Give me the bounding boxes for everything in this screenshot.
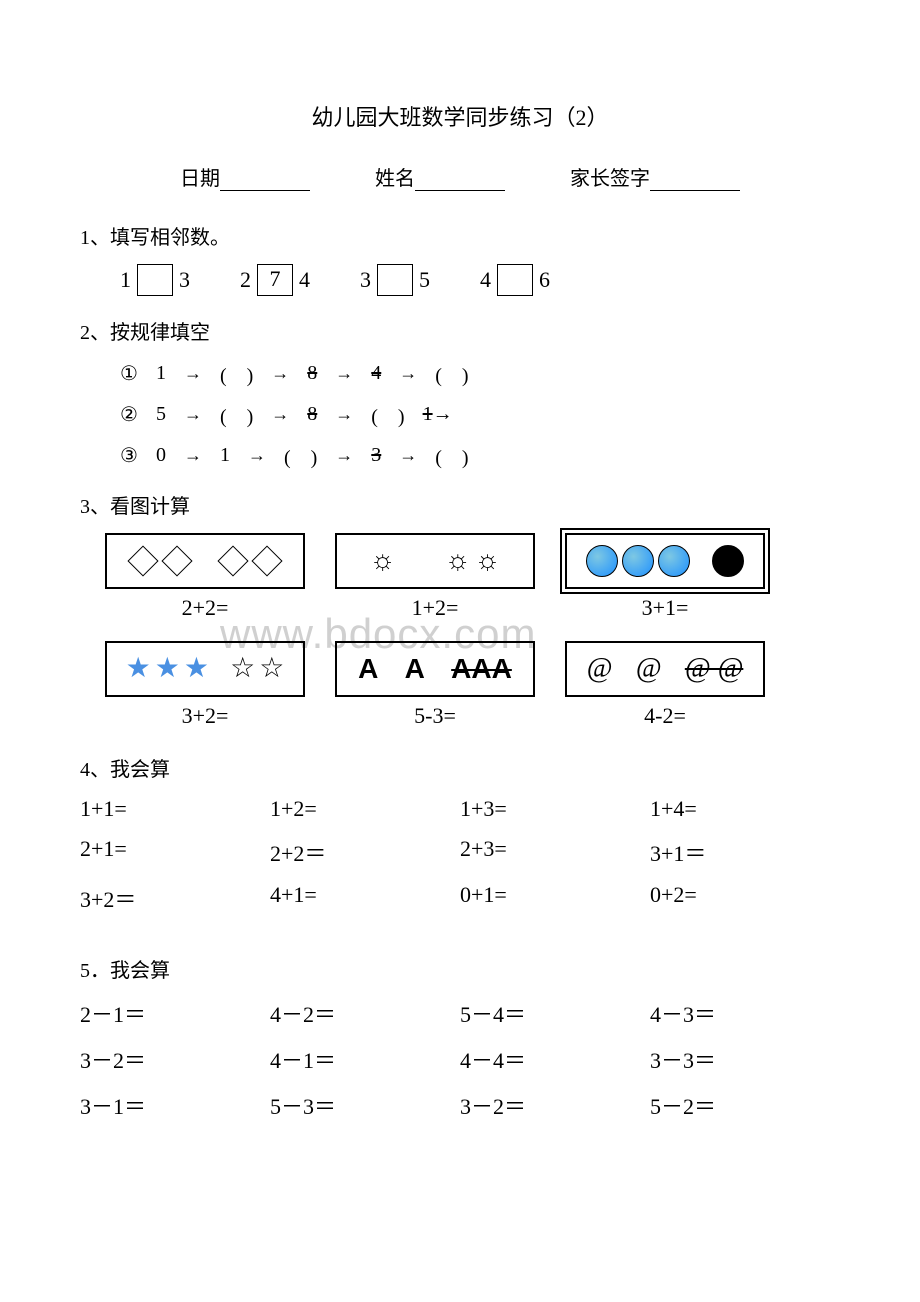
equation: 3－3＝: [650, 1043, 840, 1075]
q3-cell: @ @ @ @ 4-2=: [560, 641, 770, 729]
equation: 2+2=: [182, 595, 229, 621]
star-icon: ☆: [230, 655, 255, 683]
q5-heading: 5．我会算: [80, 954, 840, 983]
at-icon: @: [636, 653, 662, 685]
star-icon: ★: [184, 655, 209, 683]
q1-item: 46: [480, 264, 550, 296]
equation: 0+1=: [460, 882, 650, 914]
sun-icon: ☼: [445, 547, 471, 575]
star-icon: ★: [126, 655, 151, 683]
star-icon: ★: [155, 655, 180, 683]
at-icon: @ @: [685, 653, 744, 685]
equation: 0+2=: [650, 882, 840, 914]
q4-grid: 1+1= 1+2= 1+3= 1+4= 2+1= 2+2＝ 2+3= 3+1＝ …: [80, 796, 840, 914]
q1-row: 13 274 35 46: [80, 264, 840, 296]
equation: 3+2=: [182, 703, 229, 729]
equation: 1+4=: [650, 796, 840, 822]
q3-cell: ★★★ ☆☆ 3+2=: [100, 641, 310, 729]
q2-list: ① 1→ ( )→ 8→ 4→ ( ) ② 5→ ( )→ 8→ ( ) 1→ …: [80, 359, 840, 470]
q3-cell: ☼ ☼☼ 1+2=: [330, 533, 540, 621]
circle-box: [565, 533, 765, 589]
equation: 1+3=: [460, 796, 650, 822]
equation: 2+2＝: [270, 836, 460, 868]
equation: 4－1＝: [270, 1043, 460, 1075]
sun-icon: ☼: [475, 547, 501, 575]
equation: 3+1＝: [650, 836, 840, 868]
letter-icon: AAA: [451, 653, 512, 685]
q3-cell: 2+2=: [100, 533, 310, 621]
equation: 4－3＝: [650, 997, 840, 1029]
header-row: 日期 姓名 家长签字: [80, 162, 840, 191]
equation: 4-2=: [644, 703, 686, 729]
q3-grid: 2+2= ☼ ☼☼ 1+2= 3+1= ★★★ ☆☆ 3+2= A A AAA …: [80, 533, 840, 729]
letter-box: A A AAA: [335, 641, 535, 697]
letter-icon: A: [405, 653, 425, 685]
star-box: ★★★ ☆☆: [105, 641, 305, 697]
equation: 4+1=: [270, 882, 460, 914]
answer-box[interactable]: [377, 264, 413, 296]
equation: 2－1＝: [80, 997, 270, 1029]
q3-cell: A A AAA 5-3=: [330, 641, 540, 729]
date-field: 日期: [180, 162, 310, 191]
answer-box[interactable]: [137, 264, 173, 296]
diamond-box: [105, 533, 305, 589]
at-icon: @: [587, 653, 613, 685]
equation: 1+2=: [270, 796, 460, 822]
name-field: 姓名: [375, 162, 505, 191]
q1-item: 274: [240, 264, 310, 296]
star-icon: ☆: [259, 655, 284, 683]
equation: 1+2=: [412, 595, 459, 621]
equation: 5-3=: [414, 703, 456, 729]
q1-item: 35: [360, 264, 430, 296]
sun-box: ☼ ☼☼: [335, 533, 535, 589]
at-box: @ @ @ @: [565, 641, 765, 697]
letter-icon: A: [358, 653, 378, 685]
q2-row: ① 1→ ( )→ 8→ 4→ ( ): [120, 359, 840, 388]
equation: 5－4＝: [460, 997, 650, 1029]
equation: 2+3=: [460, 836, 650, 868]
q1-item: 13: [120, 264, 190, 296]
q1-heading: 1、填写相邻数。: [80, 221, 840, 250]
equation: 3－1＝: [80, 1089, 270, 1121]
equation: 3－2＝: [80, 1043, 270, 1075]
equation: 3+2＝: [80, 882, 270, 914]
equation: 5－2＝: [650, 1089, 840, 1121]
q2-row: ③ 0→ 1→ ( )→ 3→ ( ): [120, 441, 840, 470]
equation: 4－4＝: [460, 1043, 650, 1075]
q5-grid: 2－1＝ 4－2＝ 5－4＝ 4－3＝ 3－2＝ 4－1＝ 4－4＝ 3－3＝ …: [80, 997, 840, 1121]
sign-field: 家长签字: [570, 162, 740, 191]
q4-heading: 4、我会算: [80, 753, 840, 782]
equation: 4－2＝: [270, 997, 460, 1029]
q3-heading: 3、看图计算: [80, 490, 840, 519]
equation: 1+1=: [80, 796, 270, 822]
equation: 3－2＝: [460, 1089, 650, 1121]
equation: 3+1=: [642, 595, 689, 621]
q3-cell: 3+1=: [560, 533, 770, 621]
answer-box[interactable]: 7: [257, 264, 293, 296]
equation: 5－3＝: [270, 1089, 460, 1121]
sun-icon: ☼: [370, 547, 396, 575]
equation: 2+1=: [80, 836, 270, 868]
answer-box[interactable]: [497, 264, 533, 296]
q2-row: ② 5→ ( )→ 8→ ( ) 1→: [120, 400, 840, 429]
q2-heading: 2、按规律填空: [80, 316, 840, 345]
worksheet-title: 幼儿园大班数学同步练习（2）: [80, 100, 840, 132]
